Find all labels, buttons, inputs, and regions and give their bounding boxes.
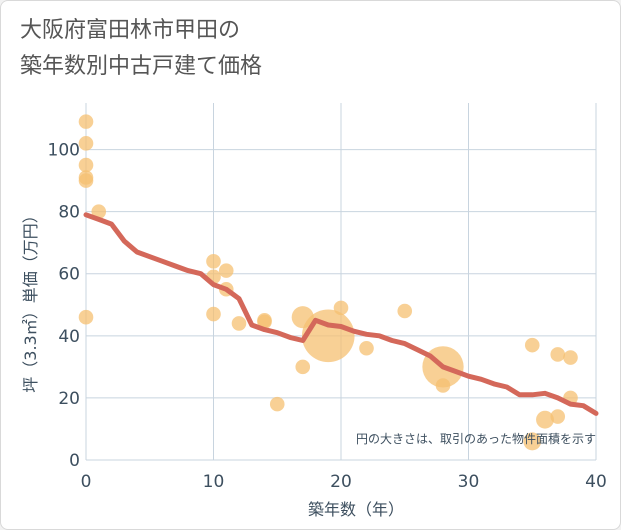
y-tick-label: 40 [58,327,80,347]
y-tick-label: 0 [69,451,80,471]
bubble-point [333,300,349,316]
y-tick-label: 80 [58,203,80,223]
bubble-point [206,306,221,322]
bubble-series [78,114,578,451]
bubble-point [257,314,272,330]
bubble-point [78,114,94,129]
x-tick-label: 10 [203,472,225,492]
title-line-1: 大阪府富田林市甲田の [20,18,241,43]
y-tick-label: 100 [48,141,80,161]
bubble-point [359,340,374,356]
x-tick-label: 20 [330,472,352,492]
bubble-point [397,303,413,319]
bubble-point [269,396,285,412]
trend-line-group [83,212,599,416]
x-tick-label: 30 [458,472,480,492]
bubble-point [295,359,311,375]
bubble-point [524,337,540,353]
bubble-point [91,204,107,219]
x-axis-label: 築年数（年） [308,500,404,519]
bubble-point [78,173,94,188]
chart-title: 大阪府富田林市甲田の 築年数別中古戸建て価格 [20,13,262,85]
bubble-point [550,347,566,362]
bubble-point [78,157,94,173]
y-tick-label: 60 [58,265,80,285]
tick-labels: 0 10 20 30 40 0 20 40 60 80 100 [48,141,607,492]
bubble-point [231,316,247,331]
size-note: 円の大きさは、取引のあった物件面積を示す [356,431,596,446]
bubble-point [536,410,554,429]
y-tick-label: 20 [58,389,80,409]
bubble-point [435,378,451,393]
bubble-point [550,409,566,424]
bubble-point [78,136,94,151]
y-axis-label: 坪（3.3㎡）単価（万円） [21,207,40,392]
bubble-point [218,263,234,278]
bubble-point [301,309,355,363]
trend-line [83,212,599,416]
grid-lines [85,103,597,461]
bubble-point [523,432,542,451]
bubble-point [78,309,94,325]
x-tick-label: 0 [81,472,92,492]
bubble-point [563,350,578,365]
x-tick-label: 40 [585,472,607,492]
bubble-point [206,254,221,269]
title-line-2: 築年数別中古戸建て価格 [20,54,263,79]
